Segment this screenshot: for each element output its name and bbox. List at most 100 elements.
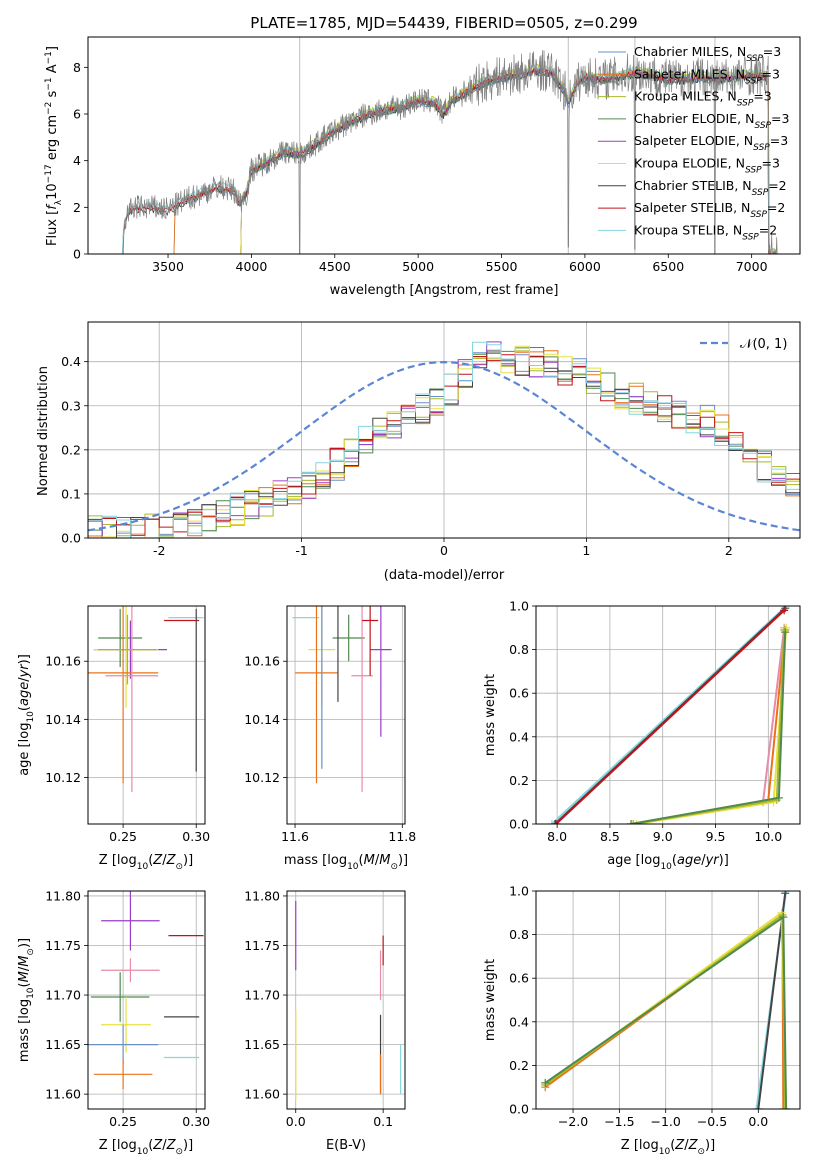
label-part: =3 (762, 66, 780, 81)
histogram-step-line (88, 341, 800, 538)
y-axis-label: Normed distribution (36, 366, 51, 496)
label-part: log (117, 853, 137, 868)
label-part: ( (17, 982, 32, 987)
residual-histogram-panel: -2 -1 0 1 2 0.0 0.1 0.2 0.3 0.4 𝒩(0, 1) (data-model… (36, 321, 801, 583)
x-tick-label: 0.0 (748, 1114, 768, 1129)
label-part: Kroupa ELODIE, N (634, 156, 745, 171)
label-part: 10 (45, 183, 60, 200)
label-part: SSP (742, 232, 759, 242)
label-part: )] (183, 1138, 193, 1153)
weight-marker (551, 820, 560, 824)
label-part: / (162, 1138, 167, 1153)
axes-frame (286, 605, 406, 825)
label-part: age [log (607, 853, 660, 868)
label-part: SSP (745, 76, 762, 86)
label-part: Z [ (99, 853, 117, 868)
legend-label: Chabrier MILES, NSSP=3 (634, 44, 781, 64)
label-part: log (327, 853, 347, 868)
label-part: ⊙ (390, 862, 398, 872)
weight-marker (780, 625, 789, 634)
y-tick-label: 0.0 (61, 531, 81, 546)
label-part: SSP (737, 99, 754, 109)
y-tick-label: 10.16 (45, 654, 81, 669)
legend-label: Kroupa STELIB, NSSP=2 (634, 222, 777, 242)
label-part: M (17, 956, 32, 967)
label-part: Z (674, 1138, 685, 1153)
y-tick-label: 11.60 (244, 1087, 280, 1102)
x-axis-label: Z [log10(Z/Z⊙)] (99, 853, 193, 872)
x-tick-label: 0.25 (109, 829, 137, 844)
plot-area (547, 606, 791, 824)
y-tick-label: 0.4 (509, 729, 529, 744)
plot-area (88, 341, 800, 538)
legend-label: Salpeter STELIB, NSSP=2 (634, 200, 785, 220)
label-part: =3 (753, 89, 771, 104)
x-axis-label: (data-model)/error (384, 568, 505, 583)
label-part: M (364, 853, 375, 868)
label-part: / (17, 966, 32, 971)
label-part: ( (670, 1138, 675, 1153)
label-part: SSP (745, 166, 762, 176)
x-tick-label: -2 (153, 543, 165, 558)
label-part: )] (17, 938, 32, 948)
y-tick-label: 0 (73, 247, 81, 262)
label-part: =2 (767, 200, 785, 215)
plot-area (88, 606, 204, 793)
x-tick-label: -1 (295, 543, 307, 558)
x-axis-label: age [log10(age/yr)] (607, 853, 729, 872)
y-tick-label: 10.14 (244, 712, 280, 727)
label-part: Chabrier ELODIE, N (634, 111, 754, 126)
x-tick-label: 5000 (402, 259, 434, 274)
label-part: mass [ (17, 1019, 32, 1062)
y-tick-label: 10.12 (45, 770, 81, 785)
label-part: yr (705, 853, 721, 868)
y-axis-label: mass [log10(M/M⊙)] (17, 938, 36, 1062)
weight-marker (629, 820, 638, 824)
weight-marker (782, 1105, 791, 1109)
x-tick-label: 0.30 (182, 829, 210, 844)
weight-marker (774, 793, 783, 802)
label-part: =3 (771, 111, 789, 126)
weight-marker (779, 913, 788, 922)
normal-distribution-curve (88, 360, 800, 532)
x-axis-label: wavelength [Angstrom, rest frame] (330, 283, 559, 298)
label-part: ( (17, 706, 32, 711)
label-part: yr (17, 663, 32, 679)
x-tick-label: 5500 (486, 259, 518, 274)
x-tick-label: −1.0 (651, 1114, 681, 1129)
label-part: / (375, 853, 380, 868)
y-tick-label: 0.2 (509, 773, 529, 788)
label-part: Flux [ (45, 210, 60, 246)
label-part: =2 (759, 222, 777, 237)
x-tick-label: 6000 (569, 259, 601, 274)
label-part: =3 (762, 156, 780, 171)
y-tick-label: 0.8 (509, 927, 529, 942)
label-part: λ (54, 199, 64, 205)
label-part: age [log (17, 723, 32, 776)
x-tick-label: 6500 (652, 259, 684, 274)
y-tick-label: 4 (73, 153, 81, 168)
label-part: M (379, 853, 390, 868)
weight-line (633, 627, 786, 824)
x-tick-label: 4000 (236, 259, 268, 274)
y-tick-label: 0.0 (509, 1102, 529, 1117)
weight-marker (779, 1105, 788, 1109)
label-part: M (17, 971, 32, 982)
label-part: 10 (660, 862, 672, 872)
legend-label: 𝒩(0, 1) (740, 337, 787, 352)
y-tick-label: 0.3 (61, 398, 81, 413)
y-tick-label: 0.8 (509, 642, 529, 657)
y-tick-label: 11.75 (45, 938, 81, 953)
y-tick-label: 1.0 (509, 599, 529, 614)
label-part: Z (166, 1138, 177, 1153)
legend-label: Salpeter MILES, NSSP=3 (634, 66, 780, 86)
label-part: Kroupa STELIB, N (634, 222, 742, 237)
label-part: ( (148, 1138, 153, 1153)
observed-spectrum-line (121, 50, 779, 254)
label-part: Salpeter MILES, N (634, 66, 745, 81)
label-part: 10 (26, 987, 36, 999)
y-tick-label: 11.60 (45, 1087, 81, 1102)
label-part: age (17, 682, 32, 706)
x-tick-label: 1 (582, 543, 590, 558)
label-part: ⊙ (26, 948, 36, 956)
